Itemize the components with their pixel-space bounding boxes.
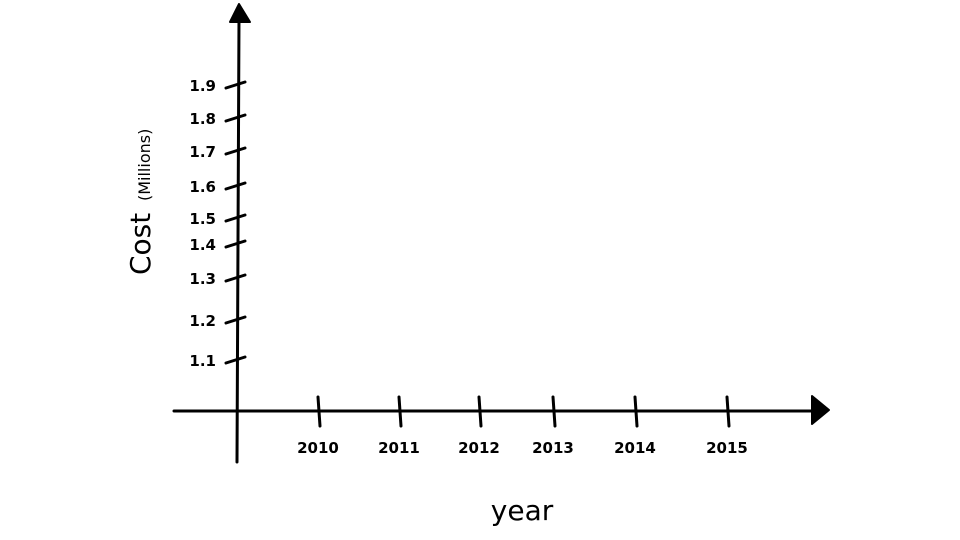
y-tick-label: 1.8	[189, 110, 216, 128]
y-tick-label: 1.2	[189, 312, 216, 330]
x-tick-mark	[725, 395, 731, 428]
y-tick-mark	[224, 113, 247, 123]
y-tick-mark	[224, 315, 247, 325]
y-axis-title-group: Cost (Millions)	[124, 129, 157, 275]
y-axis-arrowhead	[229, 3, 251, 23]
x-axis-title: year	[491, 494, 554, 527]
x-tick-mark	[397, 395, 403, 428]
x-tick-mark	[551, 395, 557, 428]
y-tick-mark	[224, 146, 247, 156]
x-tick-label: 2011	[378, 439, 420, 457]
x-tick-label: 2014	[614, 439, 656, 457]
y-tick-mark	[224, 181, 247, 191]
x-tick-mark	[477, 395, 483, 428]
y-tick-mark	[224, 213, 247, 223]
y-tick-mark	[224, 273, 247, 283]
x-tick-label: 2010	[297, 439, 339, 457]
y-axis-unit: (Millions)	[135, 129, 154, 201]
y-tick-label: 1.3	[189, 270, 216, 288]
y-tick-label: 1.5	[189, 210, 216, 228]
x-tick-label: 2013	[532, 439, 574, 457]
x-tick-mark	[316, 395, 322, 428]
x-tick-mark	[633, 395, 639, 428]
x-tick-label: 2012	[458, 439, 500, 457]
y-tick-mark	[224, 355, 247, 365]
y-tick-label: 1.7	[189, 143, 216, 161]
y-tick-label: 1.1	[189, 352, 216, 370]
x-axis-arrowhead	[811, 395, 830, 425]
y-axis-ticks: 1.1 1.2 1.3 1.4 1.5 1.6 1.7 1.8 1.9	[189, 77, 247, 370]
y-axis-line	[235, 16, 241, 464]
y-tick-mark	[224, 239, 247, 249]
y-tick-label: 1.6	[189, 178, 216, 196]
y-axis-title: Cost	[124, 213, 157, 275]
x-tick-label: 2015	[706, 439, 748, 457]
y-tick-label: 1.9	[189, 77, 216, 95]
y-tick-label: 1.4	[189, 236, 216, 254]
x-axis-ticks: 2010 2011 2012 2013 2014 2015	[297, 395, 748, 457]
y-tick-mark	[224, 80, 247, 90]
